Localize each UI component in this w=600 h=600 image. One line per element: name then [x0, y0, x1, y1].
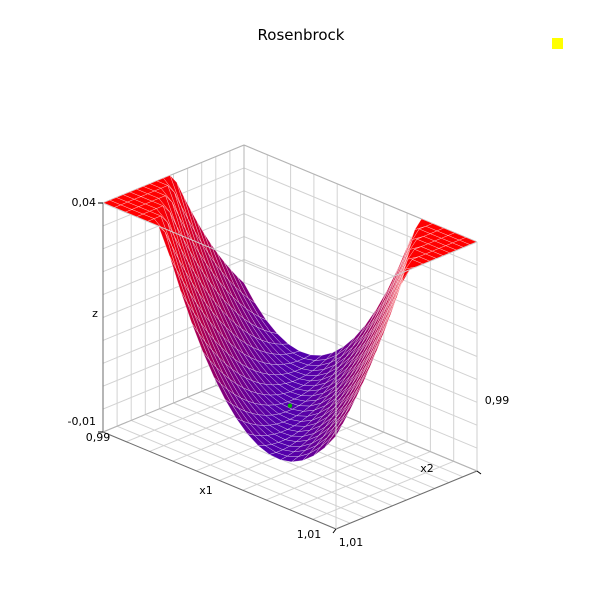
floor-grid-line	[242, 431, 384, 491]
x1-tick-mark	[332, 528, 337, 534]
box-front-edges	[102, 202, 478, 530]
surface-patch	[324, 423, 343, 448]
label-layer: Rosenbrock z 0,04 -0,01 0,99 x1 1,01 0,9…	[68, 26, 510, 549]
z-tick-max: 0,04	[72, 196, 97, 209]
x2-tick-max: 1,01	[339, 536, 364, 549]
wall-grid-line	[243, 259, 478, 357]
x1-tick-max: 1,01	[297, 528, 322, 541]
minimum-point-marker	[287, 403, 293, 408]
box-front-edge	[102, 202, 337, 301]
wall-grid-line	[243, 213, 478, 312]
x1-tick-min: 0,99	[86, 431, 111, 444]
wall-grid-line	[243, 190, 478, 289]
axis-layer	[98, 202, 482, 534]
floor-grid-line	[289, 451, 431, 511]
legend-marker	[552, 38, 563, 49]
x2-tick-min: 0,99	[485, 394, 510, 407]
x1-axis-label: x1	[199, 484, 213, 497]
x2-tick-mark	[476, 470, 482, 475]
z-tick-min: -0,01	[68, 415, 96, 428]
wall-grid-line	[243, 236, 478, 335]
surface-layer	[102, 175, 478, 463]
x2-axis-label: x2	[420, 462, 434, 475]
box-front-edge	[335, 241, 478, 301]
floor-grid-line	[265, 441, 408, 501]
chart-title: Rosenbrock	[258, 26, 345, 44]
box-front-edge	[102, 431, 337, 530]
z-axis-label: z	[92, 307, 98, 320]
box-front-edge	[335, 470, 478, 530]
